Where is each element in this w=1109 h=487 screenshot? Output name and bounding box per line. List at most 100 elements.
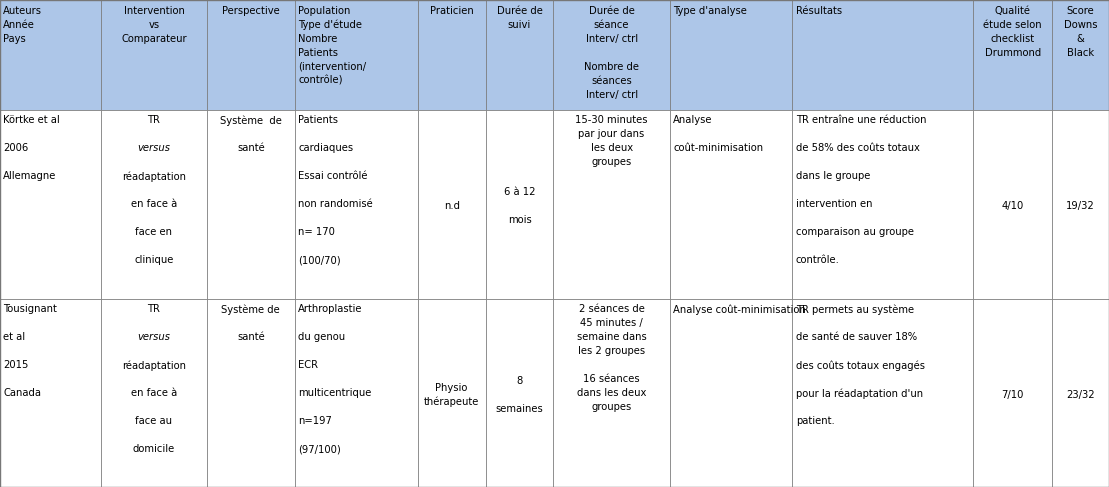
Text: groupes: groupes (591, 402, 632, 412)
Text: vs: vs (149, 20, 160, 30)
Text: Arthroplastie: Arthroplastie (298, 304, 363, 315)
Text: versus: versus (138, 143, 171, 153)
Text: face en: face en (135, 227, 173, 238)
Bar (670, 0, 793, 110)
Text: (97/100): (97/100) (298, 444, 342, 454)
Text: clinique: clinique (134, 255, 174, 265)
Bar (974, 299, 1052, 487)
Text: 2 séances de: 2 séances de (579, 304, 644, 315)
Text: domicile: domicile (133, 444, 175, 454)
Text: Pays: Pays (3, 34, 27, 44)
Text: Drummond: Drummond (985, 48, 1040, 58)
Text: par jour dans: par jour dans (579, 130, 644, 139)
Text: cardiaques: cardiaques (298, 143, 354, 153)
Text: Praticien: Praticien (430, 6, 474, 16)
Text: Patients: Patients (298, 115, 338, 126)
Text: Interv/ ctrl: Interv/ ctrl (586, 34, 638, 44)
Text: (100/70): (100/70) (298, 255, 340, 265)
Text: 7/10: 7/10 (1001, 390, 1024, 400)
Text: Perspective: Perspective (222, 6, 279, 16)
Text: intervention en: intervention en (796, 199, 873, 209)
Text: Physio: Physio (436, 383, 468, 393)
Bar (1052, 110, 1109, 299)
Bar (670, 110, 793, 299)
Text: Nombre: Nombre (298, 34, 338, 44)
Text: et al: et al (3, 332, 26, 342)
Text: en face à: en face à (131, 388, 177, 398)
Text: Score: Score (1067, 6, 1095, 16)
Text: n.d: n.d (444, 201, 459, 211)
Text: Allemagne: Allemagne (3, 171, 57, 182)
Text: Type d'analyse: Type d'analyse (673, 6, 746, 16)
Text: mois: mois (508, 215, 531, 225)
Text: Comparateur: Comparateur (121, 34, 186, 44)
Bar (793, 0, 974, 110)
Text: (intervention/: (intervention/ (298, 62, 366, 72)
Text: séances: séances (591, 76, 632, 86)
Text: des coûts totaux engagés: des coûts totaux engagés (796, 360, 925, 371)
Text: coût-minimisation: coût-minimisation (673, 143, 763, 153)
Bar (101, 0, 206, 110)
Text: Black: Black (1067, 48, 1095, 58)
Text: Intervention: Intervention (123, 6, 184, 16)
Bar (1052, 299, 1109, 487)
Bar (0, 299, 101, 487)
Text: Type d'étude: Type d'étude (298, 20, 363, 30)
Text: Auteurs: Auteurs (3, 6, 42, 16)
Text: &: & (1077, 34, 1085, 44)
Text: séance: séance (593, 20, 629, 30)
Text: comparaison au groupe: comparaison au groupe (796, 227, 914, 238)
Text: 45 minutes /: 45 minutes / (580, 318, 643, 328)
Text: Système  de: Système de (220, 115, 282, 126)
Text: les 2 groupes: les 2 groupes (578, 346, 645, 356)
Text: Analyse: Analyse (673, 115, 713, 126)
Bar (418, 299, 486, 487)
Bar (418, 0, 486, 110)
Bar (486, 110, 553, 299)
Text: checklist: checklist (990, 34, 1035, 44)
Text: versus: versus (138, 332, 171, 342)
Text: Durée de: Durée de (497, 6, 542, 16)
Bar (974, 110, 1052, 299)
Text: contrôle.: contrôle. (796, 255, 840, 265)
Bar (206, 299, 295, 487)
Text: semaines: semaines (496, 404, 543, 414)
Bar (0, 110, 101, 299)
Text: TR: TR (147, 115, 161, 126)
Text: multicentrique: multicentrique (298, 388, 372, 398)
Bar (553, 299, 670, 487)
Text: contrôle): contrôle) (298, 76, 343, 86)
Text: santé: santé (237, 332, 265, 342)
Text: 2006: 2006 (3, 143, 29, 153)
Text: Qualité: Qualité (995, 6, 1030, 16)
Bar (101, 110, 206, 299)
Text: 8: 8 (517, 376, 522, 386)
Text: TR entraîne une réduction: TR entraîne une réduction (796, 115, 926, 126)
Text: dans les deux: dans les deux (577, 388, 647, 398)
Bar (486, 299, 553, 487)
Bar (295, 110, 418, 299)
Bar (553, 0, 670, 110)
Text: Interv/ ctrl: Interv/ ctrl (586, 90, 638, 100)
Text: de santé de sauver 18%: de santé de sauver 18% (796, 332, 917, 342)
Text: groupes: groupes (591, 157, 632, 168)
Bar (974, 0, 1052, 110)
Text: réadaptation: réadaptation (122, 360, 186, 371)
Text: 16 séances: 16 séances (583, 375, 640, 384)
Text: étude selon: étude selon (984, 20, 1042, 30)
Text: santé: santé (237, 143, 265, 153)
Text: Patients: Patients (298, 48, 338, 58)
Text: en face à: en face à (131, 199, 177, 209)
Text: du genou: du genou (298, 332, 346, 342)
Text: Nombre de: Nombre de (584, 62, 639, 72)
Bar (206, 0, 295, 110)
Text: 2015: 2015 (3, 360, 29, 371)
Text: 23/32: 23/32 (1066, 390, 1095, 400)
Text: n= 170: n= 170 (298, 227, 335, 238)
Text: 19/32: 19/32 (1066, 201, 1095, 211)
Text: Durée de: Durée de (589, 6, 634, 16)
Text: Résultats: Résultats (796, 6, 842, 16)
Bar (486, 0, 553, 110)
Text: Canada: Canada (3, 388, 41, 398)
Bar (793, 299, 974, 487)
